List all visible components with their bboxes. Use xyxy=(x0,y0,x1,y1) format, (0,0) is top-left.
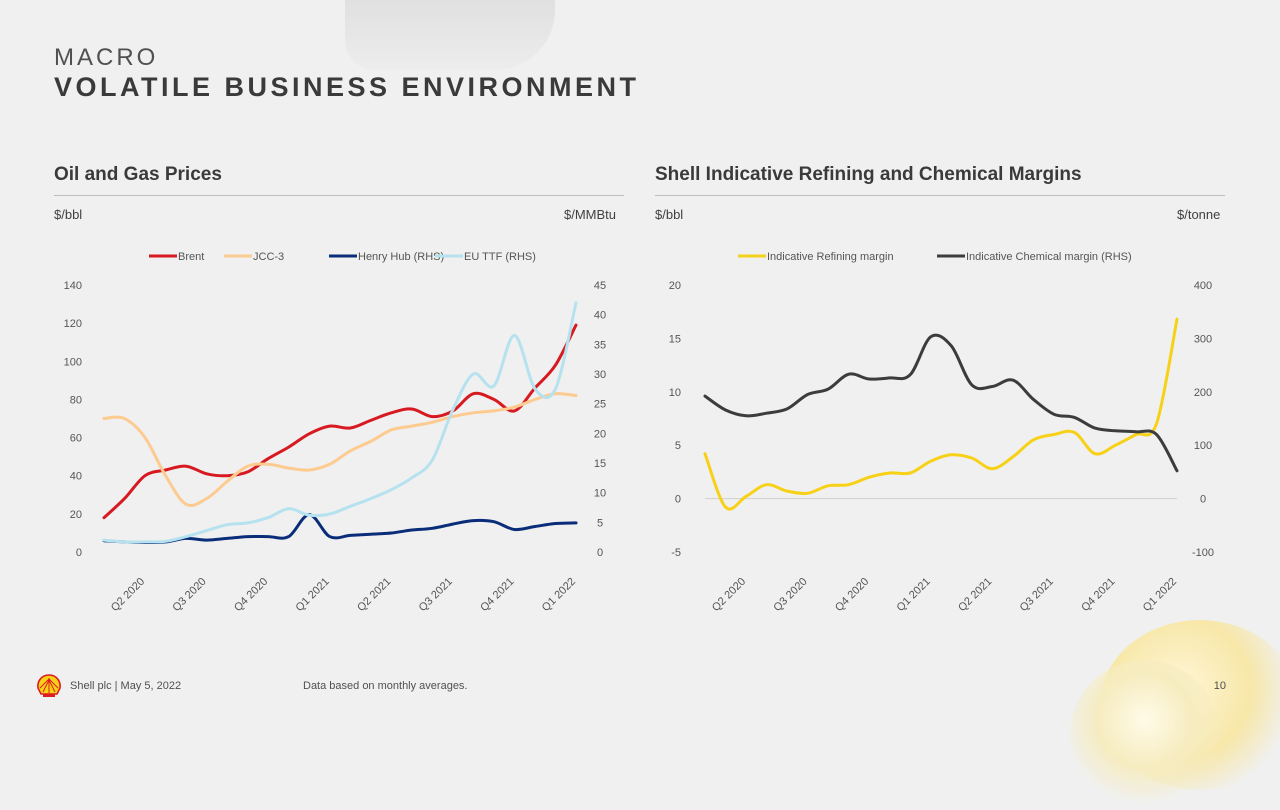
x-tick-label: Q4 2020 xyxy=(833,576,871,614)
y-right-tick-label: 100 xyxy=(1194,440,1212,452)
x-tick-label: Q2 2020 xyxy=(710,576,748,614)
y-left-tick-label: 5 xyxy=(675,440,681,452)
y-right-tick-label: 400 xyxy=(1194,280,1212,292)
y-left-tick-label: 20 xyxy=(669,280,681,292)
x-tick-label: Q3 2020 xyxy=(771,576,809,614)
x-tick-label: Q1 2021 xyxy=(895,576,933,614)
x-tick-label: Q3 2020 xyxy=(170,576,208,614)
background-shape xyxy=(345,0,555,70)
x-tick-label: Q4 2021 xyxy=(1079,576,1117,614)
x-tick-label: Q2 2020 xyxy=(109,576,147,614)
legend-label: JCC-3 xyxy=(253,251,284,263)
chart1-left-unit: $/bbl xyxy=(54,207,83,222)
y-left-tick-label: 40 xyxy=(70,471,82,483)
x-tick-label: Q3 2021 xyxy=(417,576,455,614)
chart2-title: Shell Indicative Refining and Chemical M… xyxy=(655,164,1082,185)
y-right-tick-label: 15 xyxy=(594,458,606,470)
y-left-tick-label: -5 xyxy=(671,547,681,559)
y-right-tick-label: -100 xyxy=(1192,547,1214,559)
chart1-title: Oil and Gas Prices xyxy=(54,164,222,185)
y-right-tick-label: 35 xyxy=(594,339,606,351)
y-right-tick-label: 25 xyxy=(594,399,606,411)
series-line-indicative-refining-margin xyxy=(703,317,1179,511)
x-tick-label: Q4 2020 xyxy=(232,576,270,614)
shell-pecten-icon xyxy=(37,674,61,697)
y-left-tick-label: 120 xyxy=(64,318,82,330)
chart2-title-rule xyxy=(655,195,1225,196)
y-right-tick-label: 0 xyxy=(597,547,603,559)
y-left-tick-label: 15 xyxy=(669,333,681,345)
refining-chemical-margin-chart: -5 0 5 10 15 20 -100 0 100 200 300 400 Q2 2020 Q3 202… xyxy=(669,251,1214,614)
page-title: VOLATILE BUSINESS ENVIRONMENT xyxy=(54,72,640,102)
legend-label: EU TTF (RHS) xyxy=(464,251,536,263)
series-line-jcc-3 xyxy=(102,392,578,508)
y-right-tick-label: 300 xyxy=(1194,333,1212,345)
chart2-left-unit: $/bbl xyxy=(655,207,684,222)
y-right-tick-label: 5 xyxy=(597,517,603,529)
x-tick-label: Q2 2021 xyxy=(956,576,994,614)
y-right-tick-label: 20 xyxy=(594,428,606,440)
series-line-eu-ttf-rhs xyxy=(102,301,578,544)
y-right-tick-label: 200 xyxy=(1194,387,1212,399)
y-left-tick-label: 0 xyxy=(76,547,82,559)
x-tick-label: Q1 2022 xyxy=(1141,576,1179,614)
footer-company-date: Shell plc | May 5, 2022 xyxy=(70,680,182,692)
y-right-tick-label: 40 xyxy=(594,310,606,322)
chart1-right-unit: $/MMBtu xyxy=(564,207,617,222)
legend-label: Brent xyxy=(178,251,204,263)
y-left-tick-label: 0 xyxy=(675,494,681,506)
page-number: 10 xyxy=(1213,680,1226,692)
legend-label: Henry Hub (RHS) xyxy=(358,251,444,263)
background-orb xyxy=(1070,660,1220,810)
oil-gas-price-chart: 0 20 40 60 80 100 120 140 0 5 10 15 20 25 30 35 40 45 Q2 2… xyxy=(64,251,606,614)
y-left-tick-label: 10 xyxy=(669,387,681,399)
legend-label: Indicative Chemical margin (RHS) xyxy=(966,251,1132,263)
y-left-tick-label: 20 xyxy=(70,509,82,521)
y-right-tick-label: 45 xyxy=(594,280,606,292)
y-right-tick-label: 30 xyxy=(594,369,606,381)
x-tick-label: Q1 2021 xyxy=(294,576,332,614)
section-kicker: MACRO xyxy=(54,44,159,71)
footer-note: Data based on monthly averages. xyxy=(303,680,468,692)
y-left-tick-label: 80 xyxy=(70,394,82,406)
y-left-tick-label: 60 xyxy=(70,433,82,445)
series-line-brent xyxy=(102,323,578,520)
x-tick-label: Q2 2021 xyxy=(355,576,393,614)
series-line-indicative-chemical-margin-rhs xyxy=(703,333,1179,473)
y-left-tick-label: 100 xyxy=(64,356,82,368)
y-right-tick-label: 10 xyxy=(594,488,606,500)
legend-label: Indicative Refining margin xyxy=(767,251,894,263)
y-left-tick-label: 140 xyxy=(64,280,82,292)
chart2-right-unit: $/tonne xyxy=(1177,207,1221,222)
chart1-title-rule xyxy=(54,195,624,196)
x-tick-label: Q3 2021 xyxy=(1018,576,1056,614)
x-tick-label: Q1 2022 xyxy=(540,576,578,614)
y-right-tick-label: 0 xyxy=(1200,494,1206,506)
x-tick-label: Q4 2021 xyxy=(478,576,516,614)
